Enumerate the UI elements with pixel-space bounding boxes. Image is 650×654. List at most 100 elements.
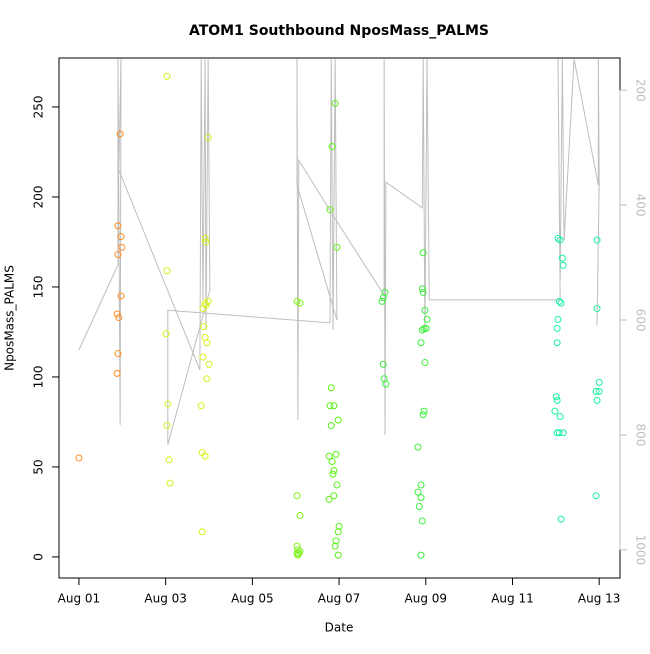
data-point bbox=[422, 324, 430, 332]
data-point bbox=[419, 411, 427, 419]
x-tick-label: Aug 01 bbox=[58, 592, 101, 606]
data-point bbox=[296, 299, 304, 307]
y2-tick-label: 400 bbox=[634, 194, 648, 217]
data-point bbox=[163, 72, 171, 80]
data-point bbox=[113, 310, 121, 318]
data-point bbox=[201, 452, 209, 460]
data-point bbox=[117, 292, 125, 300]
y2-tick-label: 200 bbox=[634, 79, 648, 102]
y-tick-label: 100 bbox=[32, 365, 46, 388]
y-tick-label: 200 bbox=[32, 186, 46, 209]
data-point bbox=[333, 243, 341, 251]
data-point bbox=[558, 254, 566, 262]
x-tick-label: Aug 09 bbox=[405, 592, 448, 606]
y2-tick-label: 600 bbox=[634, 309, 648, 332]
data-point bbox=[382, 380, 390, 388]
data-point bbox=[555, 429, 563, 437]
data-point bbox=[414, 443, 422, 451]
data-point bbox=[334, 528, 342, 536]
data-point bbox=[592, 387, 600, 395]
data-point bbox=[165, 456, 173, 464]
data-point bbox=[552, 393, 560, 401]
data-point bbox=[555, 297, 563, 305]
data-point bbox=[593, 236, 601, 244]
data-point bbox=[75, 454, 83, 462]
data-point bbox=[203, 339, 211, 347]
data-point bbox=[330, 492, 338, 500]
data-point bbox=[379, 294, 387, 302]
data-point bbox=[327, 384, 335, 392]
data-point bbox=[553, 396, 561, 404]
data-point bbox=[162, 330, 170, 338]
data-point bbox=[420, 407, 428, 415]
data-point bbox=[418, 517, 426, 525]
data-point bbox=[592, 492, 600, 500]
data-point bbox=[326, 206, 334, 214]
chart-title: ATOM1 Southbound NposMass_PALMS bbox=[189, 23, 489, 39]
data-point bbox=[335, 522, 343, 530]
data-point bbox=[332, 537, 340, 545]
data-point bbox=[423, 315, 431, 323]
data-point bbox=[334, 551, 342, 559]
data-point bbox=[332, 450, 340, 458]
data-point bbox=[116, 130, 124, 138]
data-point bbox=[202, 301, 210, 309]
y-tick-label: 250 bbox=[32, 96, 46, 119]
data-point bbox=[325, 452, 333, 460]
data-point bbox=[163, 422, 171, 430]
x-tick-label: Aug 05 bbox=[231, 592, 274, 606]
data-point bbox=[115, 314, 123, 322]
data-point bbox=[595, 387, 603, 395]
series-line bbox=[78, 59, 600, 445]
data-point bbox=[199, 353, 207, 361]
data-point bbox=[202, 238, 210, 246]
data-point bbox=[201, 234, 209, 242]
data-point bbox=[114, 222, 122, 230]
data-point bbox=[551, 407, 559, 415]
data-point bbox=[114, 350, 122, 358]
x-tick-label: Aug 07 bbox=[318, 592, 361, 606]
data-point bbox=[326, 402, 334, 410]
data-point bbox=[414, 488, 422, 496]
data-point bbox=[203, 375, 211, 383]
data-point bbox=[327, 422, 335, 430]
data-point bbox=[556, 413, 564, 421]
data-point bbox=[331, 99, 339, 107]
y-tick-label: 0 bbox=[32, 553, 46, 561]
data-point bbox=[164, 400, 172, 408]
data-point bbox=[166, 479, 174, 487]
data-point bbox=[200, 323, 208, 331]
data-point bbox=[293, 542, 301, 550]
data-point bbox=[417, 339, 425, 347]
data-point bbox=[593, 305, 601, 313]
data-point bbox=[595, 378, 603, 386]
data-point bbox=[419, 288, 427, 296]
y2-tick-label: 1000 bbox=[634, 535, 648, 566]
x-axis-label: Date bbox=[325, 621, 354, 635]
data-point bbox=[114, 251, 122, 259]
data-point bbox=[421, 306, 429, 314]
data-point bbox=[328, 143, 336, 151]
data-point bbox=[417, 481, 425, 489]
data-point bbox=[556, 236, 564, 244]
data-point bbox=[559, 429, 567, 437]
data-point bbox=[197, 402, 205, 410]
data-point bbox=[419, 249, 427, 257]
plot-area bbox=[75, 59, 603, 559]
data-point bbox=[418, 285, 426, 293]
data-point bbox=[553, 339, 561, 347]
data-point bbox=[420, 324, 428, 332]
data-point bbox=[417, 551, 425, 559]
data-point bbox=[294, 551, 302, 559]
data-point bbox=[198, 528, 206, 536]
data-point bbox=[333, 481, 341, 489]
data-point bbox=[294, 546, 302, 554]
data-point bbox=[554, 234, 562, 242]
data-point bbox=[378, 297, 386, 305]
data-point bbox=[329, 470, 337, 478]
data-point bbox=[325, 495, 333, 503]
data-point bbox=[117, 233, 125, 241]
x-tick-label: Aug 13 bbox=[578, 592, 621, 606]
